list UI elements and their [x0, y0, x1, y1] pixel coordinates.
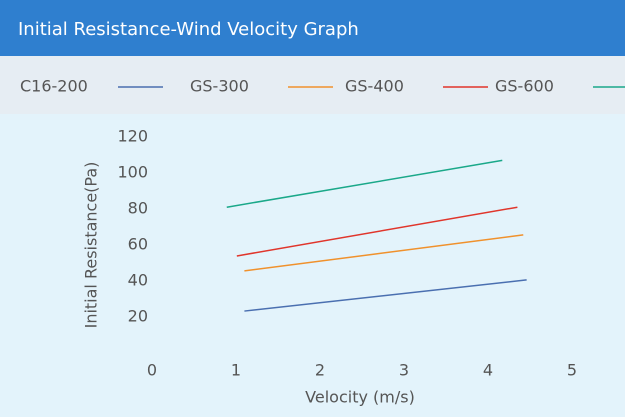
plot-background — [0, 114, 625, 417]
y-tick-label: 60 — [128, 235, 148, 254]
y-tick-label: 120 — [117, 127, 148, 146]
x-tick-label: 3 — [399, 361, 409, 380]
x-tick-label: 1 — [231, 361, 241, 380]
y-tick-label: 40 — [128, 271, 148, 290]
series-line — [226, 159, 503, 208]
series-line — [244, 279, 527, 312]
legend-label: GS-600 — [495, 77, 554, 96]
legend-label: GS-300 — [190, 77, 249, 96]
y-tick-label: 80 — [128, 199, 148, 218]
legend-bar — [0, 56, 625, 114]
chart-title: Initial Resistance-Wind Velocity Graph — [18, 19, 359, 40]
x-tick-label: 5 — [567, 361, 577, 380]
x-tick-label: 4 — [483, 361, 493, 380]
x-axis-label: Velocity (m/s) — [305, 388, 415, 407]
series-line — [236, 206, 518, 257]
legend-label: C16-200 — [20, 77, 88, 96]
x-tick-label: 2 — [315, 361, 325, 380]
y-tick-label: 20 — [128, 307, 148, 326]
y-axis-label: Initial Resistance(Pa) — [82, 162, 101, 329]
x-tick-label: 0 — [147, 361, 157, 380]
legend-label: GS-400 — [345, 77, 404, 96]
series-line — [244, 234, 524, 272]
header-bar — [0, 0, 625, 56]
y-tick-label: 100 — [117, 163, 148, 182]
